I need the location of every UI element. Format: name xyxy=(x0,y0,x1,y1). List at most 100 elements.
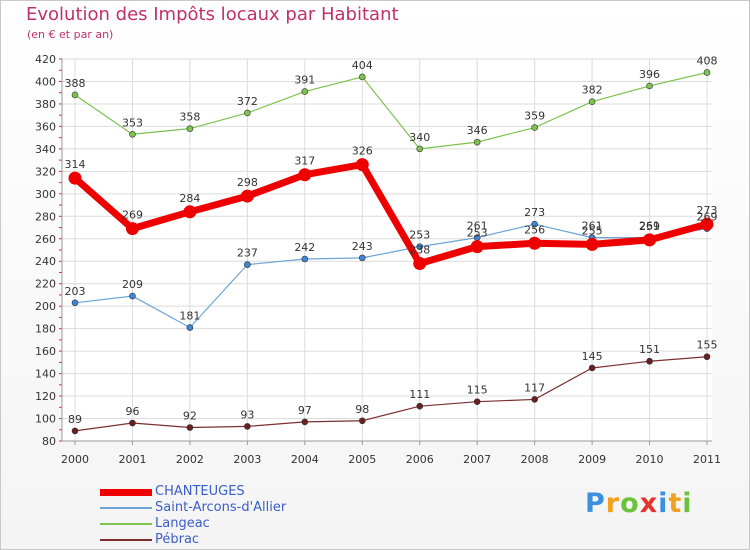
data-point-chanteuges xyxy=(700,217,714,231)
data-point-p-brac xyxy=(588,364,596,372)
data-label-langeac: 404 xyxy=(352,59,373,72)
data-label-saint-arcons-d-allier: 261 xyxy=(639,220,660,233)
data-label-p-brac: 117 xyxy=(524,381,545,394)
logo-letter: i xyxy=(682,488,693,519)
data-label-p-brac: 111 xyxy=(409,388,430,401)
x-tick-label: 2009 xyxy=(578,453,606,466)
y-tick-label: 360 xyxy=(35,120,56,133)
data-label-saint-arcons-d-allier: 253 xyxy=(409,229,430,242)
data-point-langeac xyxy=(703,69,711,76)
legend-label-langeac: Langeac xyxy=(155,516,210,531)
data-point-langeac xyxy=(71,91,79,99)
data-point-chanteuges xyxy=(528,236,542,250)
data-label-chanteuges: 273 xyxy=(697,204,718,217)
x-tick-label: 2003 xyxy=(233,453,261,466)
data-label-langeac: 372 xyxy=(237,95,258,108)
plot-area xyxy=(62,59,712,441)
data-point-chanteuges xyxy=(470,240,484,254)
y-tick-label: 320 xyxy=(35,165,56,178)
data-point-saint-arcons-d-allier xyxy=(244,261,251,268)
data-label-p-brac: 115 xyxy=(467,384,488,397)
y-tick-label: 300 xyxy=(35,188,56,201)
y-tick-label: 240 xyxy=(35,255,56,268)
data-point-langeac xyxy=(358,73,366,81)
logo-letter: t xyxy=(668,488,683,519)
series-line-langeac xyxy=(74,71,708,150)
data-point-saint-arcons-d-allier xyxy=(531,220,538,228)
data-point-p-brac xyxy=(646,357,653,365)
data-label-chanteuges: 253 xyxy=(467,227,488,240)
data-label-p-brac: 97 xyxy=(298,404,312,417)
data-label-chanteuges: 314 xyxy=(65,158,86,171)
data-point-chanteuges xyxy=(585,237,599,251)
series-line-saint-arcons-d-allier xyxy=(74,223,708,329)
data-label-chanteuges: 298 xyxy=(237,176,258,189)
data-point-chanteuges xyxy=(183,205,197,219)
y-tick-label: 380 xyxy=(35,98,56,111)
data-label-p-brac: 145 xyxy=(582,350,603,363)
data-label-langeac: 359 xyxy=(524,110,545,123)
data-label-langeac: 382 xyxy=(582,84,603,97)
y-tick-label: 260 xyxy=(35,233,56,246)
data-point-p-brac xyxy=(703,353,711,361)
series-line-chanteuges xyxy=(72,161,708,267)
data-point-p-brac xyxy=(416,402,424,410)
legend-label-saint-arcons: Saint-Arcons-d'Allier xyxy=(155,500,287,515)
data-point-langeac xyxy=(588,98,596,105)
legend-swatch-saint-arcons xyxy=(100,507,152,509)
logo-letter: x xyxy=(639,488,659,519)
data-point-chanteuges xyxy=(68,171,82,185)
x-tick-label: 2011 xyxy=(693,453,721,466)
y-tick-label: 160 xyxy=(35,345,56,358)
data-label-chanteuges: 269 xyxy=(122,209,143,222)
data-point-langeac xyxy=(416,145,424,153)
data-label-p-brac: 92 xyxy=(183,410,197,423)
data-point-p-brac xyxy=(244,423,251,430)
data-point-p-brac xyxy=(129,419,136,427)
logo-letter: o xyxy=(620,488,640,519)
data-label-langeac: 353 xyxy=(122,116,143,129)
x-tick-label: 2008 xyxy=(521,453,549,466)
data-point-p-brac xyxy=(358,417,366,425)
logo-letter: r xyxy=(605,488,621,519)
data-label-chanteuges: 317 xyxy=(294,155,315,168)
y-tick-label: 120 xyxy=(35,390,56,403)
grid-layer xyxy=(62,58,712,442)
data-label-langeac: 358 xyxy=(179,111,200,124)
data-point-p-brac xyxy=(186,424,194,431)
data-point-p-brac xyxy=(531,396,538,403)
data-label-saint-arcons-d-allier: 261 xyxy=(582,220,603,233)
y-tick-label: 140 xyxy=(35,368,56,381)
legend-label-pebrac: Pébrac xyxy=(155,532,200,547)
data-label-saint-arcons-d-allier: 242 xyxy=(294,241,315,254)
data-label-saint-arcons-d-allier: 261 xyxy=(467,220,488,233)
x-tick-label: 2005 xyxy=(348,453,376,466)
legend-swatch-chanteuges xyxy=(100,489,152,496)
data-label-chanteuges: 284 xyxy=(179,192,200,205)
data-point-langeac xyxy=(186,125,194,132)
data-label-p-brac: 96 xyxy=(125,405,139,418)
data-label-layer: 388 353 358 372 391 404 340 346 359 382 396 408 89 96… xyxy=(65,54,718,425)
y-tick-label: 200 xyxy=(35,300,56,313)
data-point-langeac xyxy=(531,124,538,131)
data-point-p-brac xyxy=(71,427,79,435)
data-label-saint-arcons-d-allier: 203 xyxy=(65,285,86,298)
data-label-langeac: 396 xyxy=(639,68,660,81)
data-label-saint-arcons-d-allier: 237 xyxy=(237,247,258,260)
x-tick-label: 2002 xyxy=(176,453,204,466)
x-tick-label: 2007 xyxy=(463,453,491,466)
data-point-saint-arcons-d-allier xyxy=(416,243,424,250)
data-point-saint-arcons-d-allier xyxy=(129,292,136,300)
data-label-chanteuges: 255 xyxy=(582,224,603,237)
x-tick-label: 2001 xyxy=(118,453,146,466)
data-label-langeac: 391 xyxy=(294,74,315,87)
data-label-saint-arcons-d-allier: 243 xyxy=(352,240,373,253)
data-point-p-brac xyxy=(473,398,481,405)
legend-label-chanteuges: CHANTEUGES xyxy=(155,484,245,499)
data-point-langeac xyxy=(244,109,251,117)
data-label-saint-arcons-d-allier: 209 xyxy=(122,278,143,291)
y-tick-label: 80 xyxy=(42,435,56,448)
data-point-saint-arcons-d-allier xyxy=(71,299,79,307)
data-label-chanteuges: 238 xyxy=(409,243,430,256)
axis-layer: 80 100 120 140 160 180 200 220 240 260 280 300 320 34… xyxy=(35,53,721,466)
